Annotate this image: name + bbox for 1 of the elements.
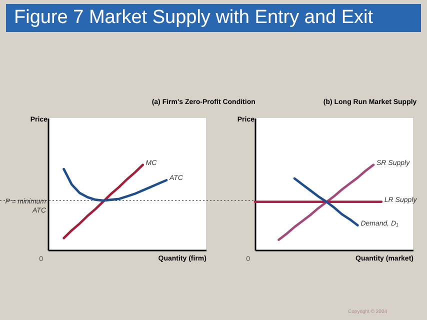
caption: Figure 7 Market Supply with Entry and Exit <box>6 4 421 32</box>
